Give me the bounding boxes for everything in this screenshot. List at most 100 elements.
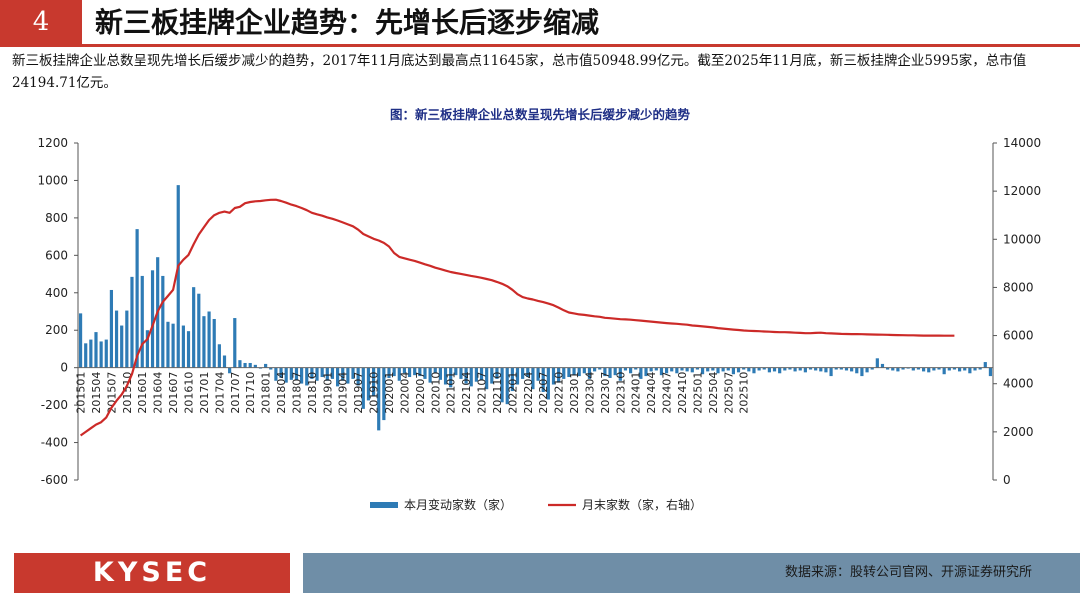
bar-monthly-change [279, 367, 283, 378]
bar-monthly-change [438, 367, 442, 380]
bar-monthly-change [659, 367, 664, 376]
x-tick-label: 202507 [722, 372, 735, 414]
bar-monthly-change [670, 367, 674, 372]
x-tick-label: 202101 [445, 372, 458, 414]
x-tick-label: 201707 [229, 372, 242, 414]
x-tick-label: 202401 [630, 372, 643, 414]
right-tick-label: 12000 [1003, 184, 1041, 198]
right-tick-label: 8000 [1003, 280, 1034, 294]
bar-monthly-change [896, 367, 900, 372]
bar-monthly-change [274, 367, 278, 381]
bar-monthly-change [222, 355, 227, 368]
bar-monthly-change [335, 367, 340, 387]
bar-monthly-change [459, 367, 463, 379]
bar-monthly-change [120, 325, 124, 368]
bar-monthly-change [443, 367, 448, 385]
x-tick-label: 202104 [460, 372, 473, 414]
bar-monthly-change [886, 367, 890, 370]
bar-monthly-change [423, 367, 427, 379]
bar-monthly-change [721, 367, 725, 372]
x-tick-label: 201601 [136, 372, 149, 414]
bar-monthly-change [315, 367, 319, 381]
bar-monthly-change [639, 367, 643, 379]
page-title: 新三板挂牌企业趋势：先增长后逐步缩减 [95, 6, 600, 39]
bar-monthly-change [78, 313, 83, 368]
bar-monthly-change [942, 367, 946, 375]
bar-monthly-change [546, 367, 550, 400]
bar-monthly-change [366, 367, 371, 401]
left-tick-label: 200 [45, 323, 68, 337]
right-tick-label: 6000 [1003, 329, 1034, 343]
bar-monthly-change [988, 367, 993, 377]
bar-monthly-change [114, 310, 119, 368]
bar-monthly-change [922, 367, 926, 372]
bar-monthly-change [89, 339, 93, 368]
x-tick-label: 202510 [738, 372, 751, 414]
bar-monthly-change [356, 367, 360, 386]
bar-monthly-change [690, 367, 694, 373]
bar-monthly-change [634, 367, 638, 370]
x-tick-label: 201501 [75, 372, 88, 414]
bar-monthly-change [598, 367, 602, 370]
bar-monthly-change [557, 367, 561, 383]
bar-monthly-change [474, 367, 478, 382]
bar-monthly-change [341, 367, 345, 381]
bar-monthly-change [320, 367, 324, 378]
bar-monthly-change [814, 367, 818, 371]
bar-monthly-change [433, 367, 437, 374]
title-divider [0, 44, 1080, 47]
bar-monthly-change [289, 367, 293, 380]
bar-monthly-change [161, 275, 165, 368]
bar-monthly-change [875, 358, 879, 368]
bar-monthly-change [824, 367, 828, 373]
bar-monthly-change [531, 367, 535, 390]
data-source-text: 数据来源：股转公司官网、开源证券研究所 [784, 565, 1032, 580]
bar-monthly-change [762, 367, 766, 370]
bar-monthly-change [644, 367, 648, 377]
bar-monthly-change [577, 367, 581, 377]
bar-monthly-change [783, 367, 787, 371]
bar-monthly-change [572, 367, 576, 376]
bar-monthly-change [171, 323, 175, 368]
x-tick-label: 201510 [121, 372, 134, 414]
bar-monthly-change [413, 367, 417, 376]
x-tick-label: 201604 [152, 372, 165, 414]
bar-monthly-change [711, 367, 715, 371]
bar-monthly-change [623, 367, 628, 371]
bar-monthly-change [325, 367, 329, 381]
x-tick-label: 202210 [553, 372, 566, 414]
bar-monthly-change [865, 367, 869, 373]
x-tick-label: 201607 [167, 372, 180, 414]
bar-monthly-change [454, 367, 458, 376]
bar-monthly-change [192, 287, 196, 368]
right-tick-label: 10000 [1003, 232, 1041, 246]
right-tick-label: 0 [1003, 473, 1011, 487]
bar-monthly-change [377, 367, 381, 431]
x-tick-label: 202301 [568, 372, 581, 414]
bar-monthly-change [228, 367, 232, 374]
bar-monthly-change [880, 363, 885, 368]
bar-monthly-change [968, 367, 972, 374]
bar-monthly-change [94, 332, 98, 368]
left-tick-label: -600 [41, 473, 68, 487]
x-tick-label: 202501 [691, 372, 704, 414]
bar-monthly-change [526, 367, 530, 378]
bar-monthly-change [186, 331, 191, 368]
bar-monthly-change [140, 275, 144, 368]
x-tick-label: 202110 [491, 372, 504, 414]
bar-monthly-change [150, 270, 155, 368]
left-tick-label: 600 [45, 248, 68, 262]
kysec-logo: KYSEC [14, 553, 290, 593]
bar-monthly-change [803, 367, 807, 373]
bar-monthly-change [654, 367, 658, 371]
bar-monthly-change [772, 367, 777, 372]
bar-monthly-change [819, 367, 823, 372]
x-tick-label: 201710 [244, 372, 257, 414]
bar-monthly-change [500, 367, 504, 403]
bar-monthly-change [736, 367, 741, 373]
bar-monthly-change [521, 367, 525, 379]
bar-monthly-change [269, 367, 273, 370]
bar-monthly-change [346, 367, 350, 384]
bar-monthly-change [264, 363, 268, 368]
bar-monthly-change [310, 367, 314, 379]
